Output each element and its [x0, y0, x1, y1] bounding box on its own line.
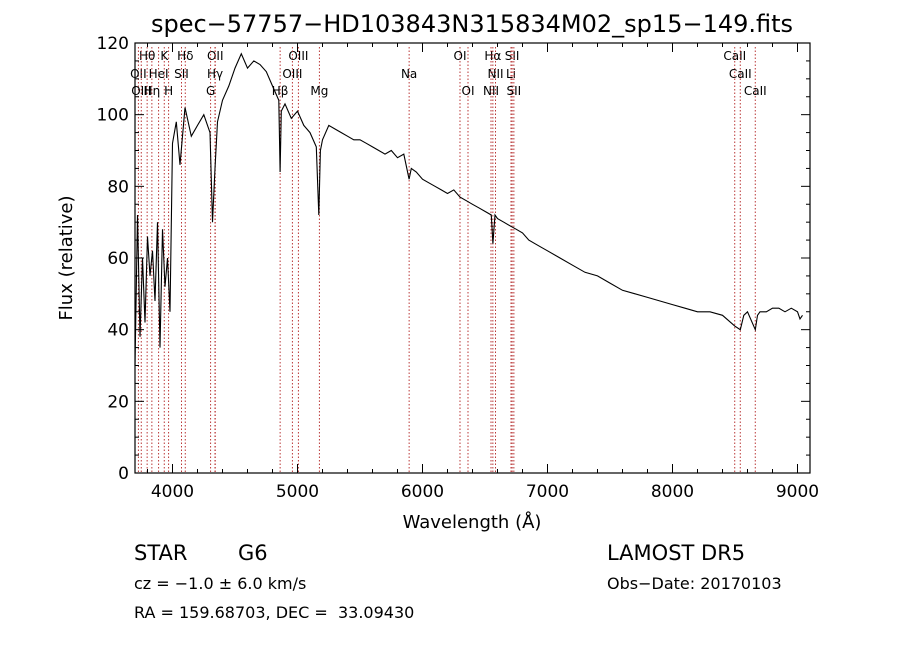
x-tick-label: 8000 — [651, 482, 694, 502]
line-marker-label: OIII — [288, 49, 308, 63]
line-marker-label: Li — [506, 67, 516, 81]
line-marker-label: NII — [487, 67, 503, 81]
x-tick-label: 6000 — [401, 482, 444, 502]
line-marker-label: Mg — [310, 84, 328, 98]
y-tick-label: 60 — [107, 249, 129, 269]
line-marker-label: G — [206, 84, 215, 98]
line-marker-label: OII — [130, 67, 147, 81]
line-marker-label: CaII — [729, 67, 752, 81]
object-class: STAR — [134, 541, 188, 565]
chart-title: spec−57757−HD103843N315834M02_sp15−149.f… — [151, 10, 793, 38]
y-tick-label: 100 — [97, 106, 129, 126]
coordinates: RA = 159.68703, DEC = 33.09430 — [134, 603, 415, 622]
x-tick-label: 5000 — [276, 482, 319, 502]
x-tick-label: 7000 — [526, 482, 569, 502]
line-marker-label: Hη — [144, 84, 161, 98]
axis-ticks: 4000 5000 6000 7000 8000 9000 0 20 40 60 80 100 120 — [97, 34, 820, 502]
line-marker-label: HeI — [149, 67, 169, 81]
redshift-velocity: cz = −1.0 ± 6.0 km/s — [134, 574, 307, 593]
x-axis-label: Wavelength (Å) — [403, 511, 542, 533]
observation-date: Obs−Date: 20170103 — [607, 574, 782, 593]
line-marker-label: CaII — [723, 49, 746, 63]
line-marker-label: OIII — [282, 67, 302, 81]
line-marker-label: Hθ — [139, 49, 155, 63]
y-tick-label: 0 — [118, 464, 129, 484]
line-marker-label: Hα — [484, 49, 501, 63]
line-marker-label: SII — [507, 84, 522, 98]
y-tick-label: 120 — [97, 34, 129, 54]
line-marker-label: OI — [462, 84, 475, 98]
line-marker-label: OIII — [131, 84, 151, 98]
line-marker-label: Hδ — [177, 49, 193, 63]
object-subclass: G6 — [238, 541, 268, 565]
y-tick-label: 40 — [107, 321, 129, 341]
line-marker-label: NII — [483, 84, 499, 98]
spectrum-line — [134, 52, 803, 366]
line-marker-label: SII — [174, 67, 189, 81]
y-axis-label: Flux (relative) — [56, 195, 77, 320]
line-marker-label: OI — [454, 49, 467, 63]
line-marker-label: SII — [505, 49, 520, 63]
survey-name: LAMOST DR5 — [607, 541, 746, 565]
line-marker-label: H — [164, 84, 173, 98]
line-marker-label: CaII — [744, 84, 767, 98]
x-tick-label: 9000 — [776, 482, 819, 502]
x-tick-label: 4000 — [151, 482, 194, 502]
line-marker-label: Hγ — [207, 67, 223, 81]
plot-frame — [134, 42, 811, 474]
line-marker-label: OII — [207, 49, 224, 63]
y-tick-label: 80 — [107, 177, 129, 197]
spectrum-chart: spec−57757−HD103843N315834M02_sp15−149.f… — [56, 10, 820, 533]
y-tick-label: 20 — [107, 392, 129, 412]
line-marker-label: Na — [401, 67, 417, 81]
line-marker-label: K — [160, 49, 169, 63]
